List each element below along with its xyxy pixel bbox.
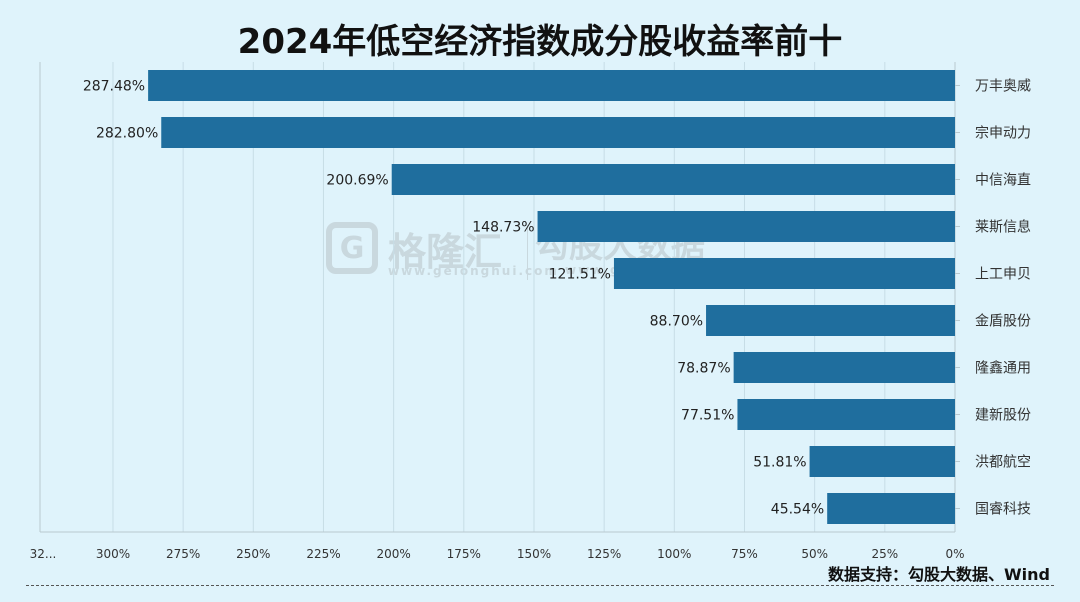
- x-tick-label: 200%: [376, 547, 410, 561]
- x-tick-label: 100%: [657, 547, 691, 561]
- bar-value-label: 121.51%: [549, 267, 611, 283]
- category-label: 宗申动力: [975, 126, 1031, 142]
- watermark-separator: [527, 225, 528, 280]
- x-tick-label: 275%: [166, 547, 200, 561]
- bar: [161, 117, 956, 148]
- bar: [706, 305, 955, 336]
- x-tick-label: 150%: [517, 547, 551, 561]
- watermark-brand1-site: www.gelonghui.com: [388, 264, 559, 278]
- bar: [737, 399, 955, 430]
- bar: [613, 258, 955, 289]
- x-tick-label: 250%: [236, 547, 270, 561]
- gelonghui-logo-icon: G: [326, 222, 378, 274]
- category-label: 万丰奥威: [975, 78, 1031, 95]
- category-label: 国睿科技: [975, 502, 1031, 518]
- watermark-gelonghui: G 格隆汇 www.gelonghui.com: [326, 218, 557, 278]
- x-tick-label: 175%: [447, 547, 481, 561]
- bar-value-label: 287.48%: [83, 79, 145, 95]
- x-tick-label: 75%: [731, 547, 758, 561]
- bar-value-label: 282.80%: [96, 126, 158, 142]
- bar-value-label: 88.70%: [650, 314, 703, 330]
- category-label: 洪都航空: [975, 455, 1031, 471]
- bar-value-label: 45.54%: [771, 502, 824, 518]
- watermark-brand1: 格隆汇: [388, 229, 503, 274]
- bar: [827, 493, 955, 524]
- category-label: 建新股份: [975, 408, 1031, 424]
- bar-value-label: 148.73%: [472, 220, 534, 236]
- x-tick-label: 0%: [945, 547, 964, 561]
- x-tick-label: 125%: [587, 547, 621, 561]
- category-label: 上工申贝: [975, 267, 1031, 283]
- bar-value-label: 200.69%: [326, 173, 388, 189]
- category-label: 隆鑫通用: [975, 360, 1031, 377]
- category-label: 莱斯信息: [975, 219, 1031, 236]
- bar: [391, 164, 956, 195]
- bar: [809, 446, 955, 477]
- x-tick-label: 25%: [871, 547, 898, 561]
- bar: [148, 70, 955, 101]
- bar-value-label: 51.81%: [753, 455, 806, 471]
- bar: [733, 352, 955, 383]
- x-tick-label-truncated: 32...: [30, 547, 57, 561]
- x-tick-label: 300%: [96, 547, 130, 561]
- bar: [537, 211, 955, 242]
- bar-value-label: 77.51%: [681, 408, 734, 424]
- bar-value-label: 78.87%: [677, 361, 730, 377]
- source-note: 数据支持：勾股大数据、Wind: [828, 565, 1050, 584]
- x-tick-label: 225%: [306, 547, 340, 561]
- category-label: 金盾股份: [975, 314, 1031, 330]
- dashed-divider: [26, 585, 1054, 586]
- x-tick-label: 50%: [801, 547, 828, 561]
- chart-title: 2024年低空经济指数成分股收益率前十: [237, 22, 843, 62]
- category-label: 中信海直: [975, 172, 1031, 189]
